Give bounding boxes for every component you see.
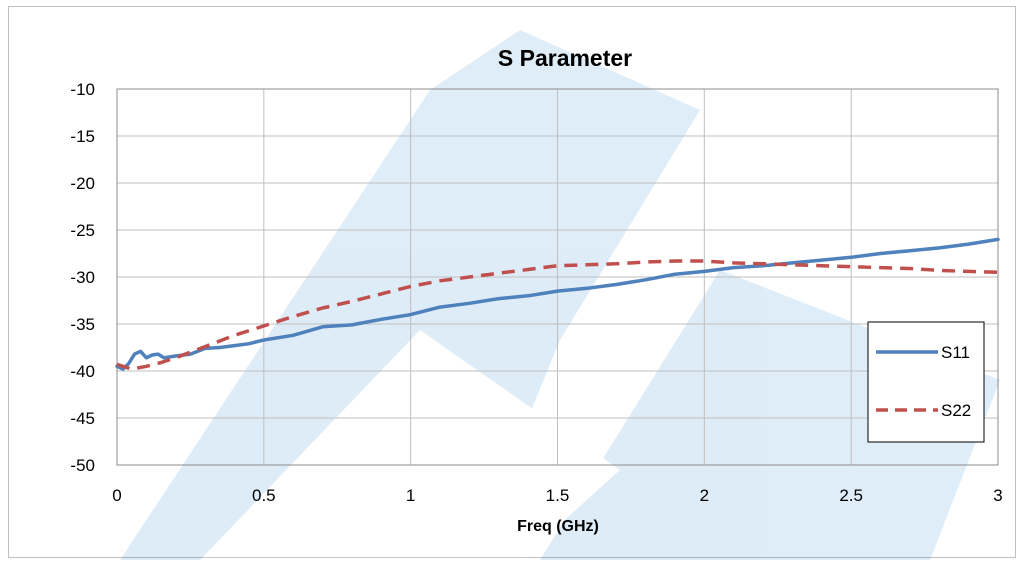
y-tick-label: -35 — [70, 315, 95, 334]
x-tick-label: 1.5 — [546, 486, 570, 505]
y-tick-label: -40 — [70, 362, 95, 381]
legend-box — [867, 321, 985, 443]
series-line-s22 — [116, 259, 999, 371]
y-tick-label: -50 — [70, 456, 95, 475]
x-axis-label: Freq (GHz) — [517, 518, 599, 535]
y-tick-label: -30 — [70, 268, 95, 287]
y-axis-ticks: -10 -15 -20 -25 -30 -35 -40 -45 -50 — [70, 80, 95, 475]
y-tick-label: -45 — [70, 409, 95, 428]
x-tick-label: 3 — [993, 486, 1002, 505]
logo-watermark — [120, 30, 1000, 560]
legend-label-s11: S11 — [941, 343, 970, 362]
chart-title: S Parameter — [498, 45, 632, 71]
x-tick-label: 0 — [112, 486, 121, 505]
x-tick-label: 2.5 — [839, 486, 863, 505]
x-tick-label: 0.5 — [252, 486, 276, 505]
y-tick-label: -10 — [70, 80, 95, 99]
x-axis-ticks: 0 0.5 1 1.5 2 2.5 3 — [112, 486, 1002, 505]
series-layer — [115, 237, 1000, 371]
legend: S11 S22 — [867, 321, 985, 443]
watermark-shape-left — [120, 30, 700, 560]
y-tick-label: -20 — [70, 174, 95, 193]
legend-label-s22: S22 — [941, 401, 971, 420]
x-tick-label: 1 — [406, 486, 415, 505]
plot-area — [116, 88, 999, 466]
y-tick-label: -25 — [70, 221, 95, 240]
series-line-s11 — [115, 237, 1000, 371]
y-tick-label: -15 — [70, 127, 95, 146]
x-tick-label: 2 — [700, 486, 709, 505]
watermark-shape-cut — [200, 330, 620, 560]
chart-frame — [8, 6, 1016, 558]
